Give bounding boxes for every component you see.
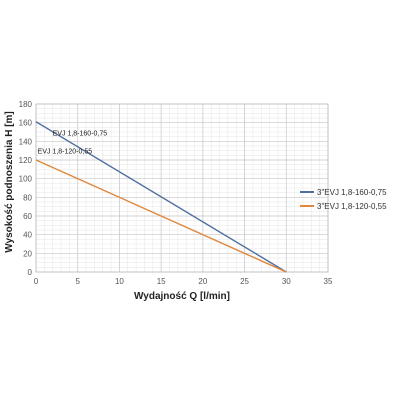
series-line-2 xyxy=(35,159,287,273)
series-line-1 xyxy=(35,121,287,273)
x-tick-label: 30 xyxy=(282,277,291,286)
x-tick-label: 0 xyxy=(34,277,39,286)
y-tick-label: 80 xyxy=(23,193,32,202)
y-tick-label: 180 xyxy=(19,100,33,109)
y-tick-label: 0 xyxy=(28,268,33,277)
plot-area-frame xyxy=(35,103,329,273)
x-tick-label: 10 xyxy=(115,277,124,286)
x-tick-label: 15 xyxy=(157,277,166,286)
x-tick-label: 20 xyxy=(198,277,207,286)
y-tick-label: 60 xyxy=(23,212,32,221)
y-tick-label: 140 xyxy=(19,137,33,146)
x-axis-title: Wydajność Q [l/min] xyxy=(134,291,230,302)
y-tick-label: 40 xyxy=(23,231,32,240)
x-tick-label: 5 xyxy=(75,277,80,286)
annotations: EVJ 1,8-160-0,75 EVJ 1,8-120-0,55 xyxy=(38,131,108,156)
curve-annotation: EVJ 1,8-120-0,55 xyxy=(38,148,93,155)
y-tick-label: 120 xyxy=(19,156,33,165)
curve-annotation: EVJ 1,8-160-0,75 xyxy=(53,131,108,138)
y-axis-title: Wysokość podnoszenia H [m] xyxy=(4,111,15,253)
legend-label: 3"EVJ 1,8-120-0,55 xyxy=(317,202,387,211)
x-axis-ticks: 0 5 10 15 20 25 30 35 xyxy=(34,277,333,286)
major-grid xyxy=(35,103,329,273)
y-tick-label: 160 xyxy=(19,119,33,128)
x-tick-label: 25 xyxy=(240,277,249,286)
y-tick-label: 100 xyxy=(19,175,33,184)
series-lines xyxy=(35,121,287,273)
y-tick-label: 20 xyxy=(23,249,32,258)
legend: 3"EVJ 1,8-160-0,75 3"EVJ 1,8-120-0,55 xyxy=(300,188,387,211)
x-tick-label: 35 xyxy=(324,277,333,286)
y-axis-ticks: 0 20 40 60 80 100 120 140 160 180 xyxy=(19,100,33,277)
legend-label: 3"EVJ 1,8-160-0,75 xyxy=(317,188,387,197)
